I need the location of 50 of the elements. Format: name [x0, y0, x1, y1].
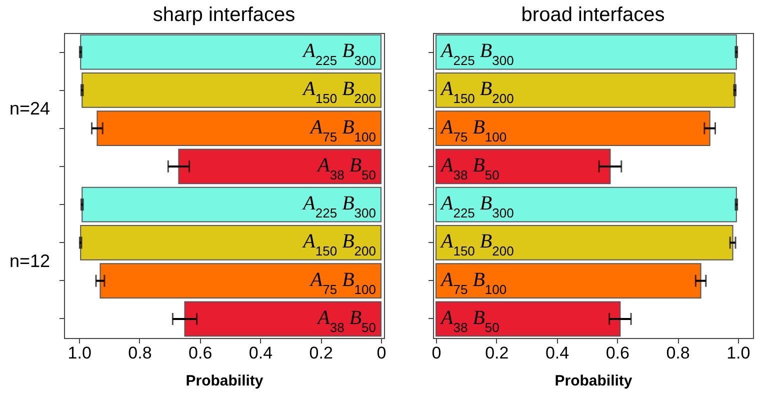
x-axis-title: Probability	[186, 372, 264, 390]
text: n=12	[9, 250, 50, 271]
category-label: A$_{38}$ B$_{50}$	[318, 154, 376, 182]
category-label: A$_{75}$ B$_{100}$	[441, 268, 507, 296]
text: n=24	[9, 98, 50, 118]
bar	[436, 148, 611, 184]
category-label: A$_{150}$ B$_{200}$	[303, 230, 376, 258]
x-tick-label: 0.2	[485, 344, 509, 362]
x-tick-label: 0	[432, 344, 442, 362]
bar	[436, 110, 710, 146]
bar	[96, 110, 382, 146]
category-label: A$_{225}$ B$_{300}$	[441, 192, 514, 220]
x-tick-label: 0.6	[606, 344, 630, 362]
chart-title: broad interfaces	[521, 4, 665, 26]
x-axis-title: Probability	[554, 372, 633, 390]
bar	[436, 186, 737, 222]
category-label: A$_{225}$ B$_{300}$	[303, 192, 376, 220]
category-label: A$_{150}$ B$_{200}$	[303, 78, 376, 106]
bar	[436, 225, 734, 260]
category-label: A$_{38}$ B$_{50}$	[441, 306, 500, 334]
x-tick-label: 0.4	[545, 344, 570, 362]
x-tick-label: 0.8	[666, 344, 690, 362]
category-label: A$_{75}$ B$_{100}$	[441, 116, 507, 144]
category-label: A$_{75}$ B$_{100}$	[310, 116, 376, 144]
bar	[184, 301, 382, 337]
bar	[80, 34, 382, 70]
category-label: A$_{150}$ B$_{200}$	[441, 78, 514, 106]
bar	[436, 301, 621, 337]
x-tick-label: 0.2	[309, 344, 333, 362]
category-label: A$_{225}$ B$_{300}$	[441, 40, 514, 68]
category-label: A$_{150}$ B$_{200}$	[441, 230, 514, 258]
chart-title: sharp interfaces	[152, 4, 296, 26]
x-tick-label: 0.8	[128, 344, 152, 362]
bar	[82, 186, 382, 222]
category-label: A$_{38}$ B$_{50}$	[318, 306, 376, 334]
bar	[80, 225, 382, 260]
x-tick-label: 0.4	[248, 344, 273, 362]
category-label: A$_{38}$ B$_{50}$	[441, 154, 500, 182]
bar	[436, 34, 737, 70]
x-tick-label: 0	[376, 344, 386, 362]
bar	[100, 263, 382, 298]
x-tick-label: 0.6	[188, 344, 212, 362]
category-label: A$_{225}$ B$_{300}$	[303, 40, 376, 68]
bar	[82, 72, 382, 108]
x-tick-label: 1.0	[68, 344, 92, 362]
bar	[436, 72, 736, 108]
bar	[436, 263, 702, 298]
x-tick-label: 1.0	[726, 344, 750, 362]
bar	[178, 148, 382, 184]
category-label: A$_{75}$ B$_{100}$	[310, 268, 376, 296]
